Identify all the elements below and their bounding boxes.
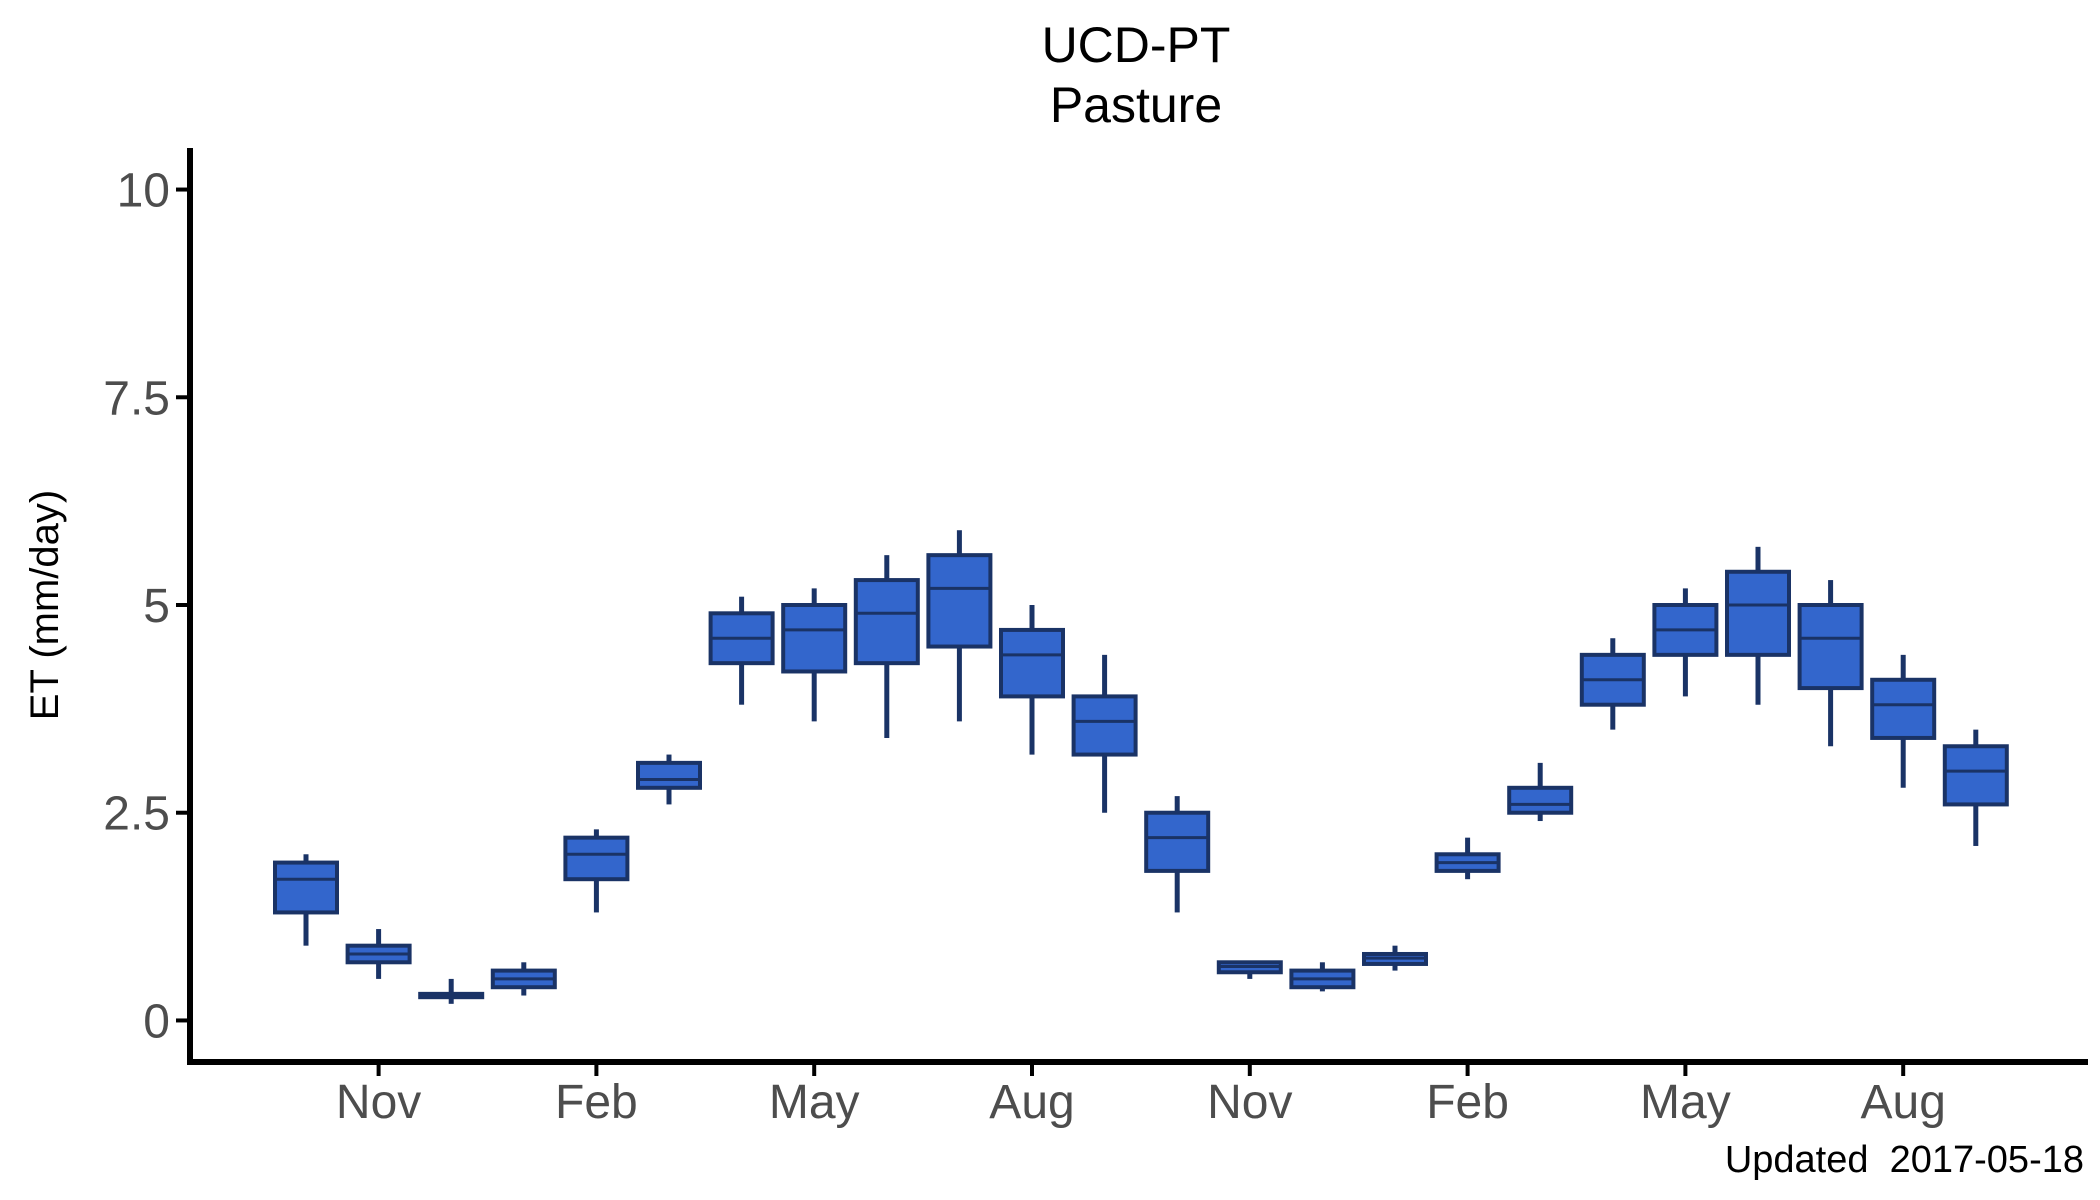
box-2015-12 xyxy=(418,978,485,1004)
iqr-box xyxy=(1725,569,1791,657)
box-2017-07 xyxy=(1797,580,1864,747)
chart-subtitle: Pasture xyxy=(1050,77,1222,133)
x-tick-label: Feb xyxy=(555,1076,638,1129)
box-2016-08 xyxy=(999,605,1065,755)
box-2016-01 xyxy=(490,962,557,996)
y-tick-label: 0 xyxy=(143,995,170,1048)
chart-title: UCD-PT xyxy=(1042,17,1231,73)
iqr-box xyxy=(563,835,630,882)
box-2017-06 xyxy=(1725,546,1791,705)
y-ticks-layer: 0 2.5 5 7.5 10 xyxy=(103,165,190,1048)
box-2015-10 xyxy=(273,854,339,946)
box-2017-08 xyxy=(1870,654,1937,788)
box-2016-09 xyxy=(1071,654,1138,813)
box-2016-02 xyxy=(563,829,630,913)
box-2016-12 xyxy=(1289,962,1356,992)
x-tick-label: May xyxy=(1640,1076,1731,1129)
iqr-box xyxy=(1797,603,1864,691)
box-2016-06 xyxy=(853,555,920,738)
y-tick-label: 5 xyxy=(143,580,170,633)
iqr-box xyxy=(926,553,993,649)
x-tick-label: Nov xyxy=(336,1076,421,1129)
y-tick-label: 10 xyxy=(117,165,170,218)
y-tick-label: 2.5 xyxy=(103,788,170,841)
box-2016-03 xyxy=(636,754,702,805)
x-tick-label: Feb xyxy=(1426,1076,1509,1129)
iqr-box xyxy=(273,860,339,915)
updated-caption: Updated 2017-05-18 xyxy=(1725,1139,2084,1181)
iqr-box xyxy=(1870,677,1937,740)
iqr-box xyxy=(1507,785,1574,815)
y-tick-label: 7.5 xyxy=(103,372,170,425)
box-2016-10 xyxy=(1144,796,1211,913)
x-tick-label: May xyxy=(769,1076,860,1129)
box-2017-01 xyxy=(1362,945,1428,971)
iqr-box xyxy=(636,760,702,790)
iqr-box xyxy=(781,603,848,674)
box-2017-05 xyxy=(1652,588,1719,697)
iqr-box xyxy=(1144,810,1211,873)
box-2016-05 xyxy=(781,588,848,722)
iqr-box xyxy=(853,578,920,666)
box-2015-11 xyxy=(345,929,412,979)
x-ticks-layer: Nov Feb May Aug Nov Feb May Aug xyxy=(336,1062,1946,1129)
iqr-box xyxy=(1942,744,2009,807)
iqr-box xyxy=(1071,694,1138,757)
box-2017-02 xyxy=(1434,837,1501,880)
x-tick-label: Nov xyxy=(1207,1076,1292,1129)
x-tick-label: Aug xyxy=(1860,1076,1945,1129)
box-2016-04 xyxy=(708,596,775,705)
box-2017-04 xyxy=(1579,638,1646,730)
y-axis-label: ET (mm/day) xyxy=(23,490,67,720)
iqr-box xyxy=(999,627,1065,699)
x-tick-label: Aug xyxy=(989,1076,1074,1129)
box-2017-09 xyxy=(1942,729,2009,846)
box-2016-07 xyxy=(926,530,993,722)
box-2016-11 xyxy=(1216,960,1283,979)
boxes-layer xyxy=(273,530,2009,1004)
box-2017-03 xyxy=(1507,762,1574,822)
